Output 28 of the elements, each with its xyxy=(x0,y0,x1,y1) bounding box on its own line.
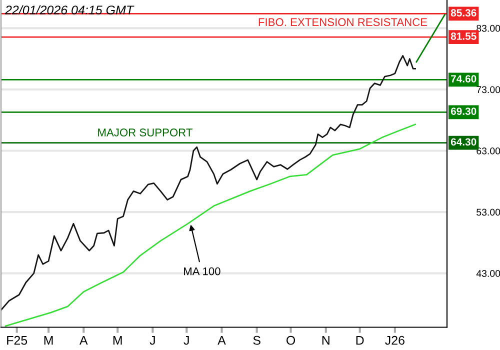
x-tick-label: O xyxy=(286,336,296,345)
ref-line-label: 81.55 xyxy=(450,32,476,40)
x-tick-label: A xyxy=(218,336,226,345)
x-tick-label: J xyxy=(150,336,155,345)
ref-line-label: 85.36 xyxy=(450,9,476,17)
x-tick-label: J26 xyxy=(385,336,404,345)
ref-line-label: 69.30 xyxy=(450,108,476,115)
x-tick-label: D xyxy=(356,336,364,345)
y-tick-label: 83.00 xyxy=(476,24,500,32)
x-tick-label: J xyxy=(184,336,189,345)
x-tick-label: M xyxy=(113,336,122,345)
annotation: FIBO. EXTENSION RESISTANCE xyxy=(258,18,428,26)
y-tick-label: 73.00 xyxy=(476,86,500,94)
x-tick-label: A xyxy=(79,336,88,345)
x-tick-label: S xyxy=(253,336,260,345)
annotation: MAJOR SUPPORT xyxy=(98,128,192,136)
y-tick-label: 63.00 xyxy=(476,147,500,154)
x-tick-label: M xyxy=(44,336,53,345)
x-tick-label: N xyxy=(322,336,330,345)
x-tick-label: F25 xyxy=(7,336,28,345)
annotation: MA 100 xyxy=(184,267,220,276)
y-tick-label: 43.00 xyxy=(476,270,500,277)
line-series xyxy=(1,55,416,311)
line-series xyxy=(4,124,416,327)
ref-line-label: 74.60 xyxy=(451,75,476,82)
ref-line-label: 64.30 xyxy=(450,138,476,146)
y-tick-label: 53.00 xyxy=(476,208,500,216)
annotation: 22/01/2026 04:15 GMT xyxy=(4,5,134,14)
